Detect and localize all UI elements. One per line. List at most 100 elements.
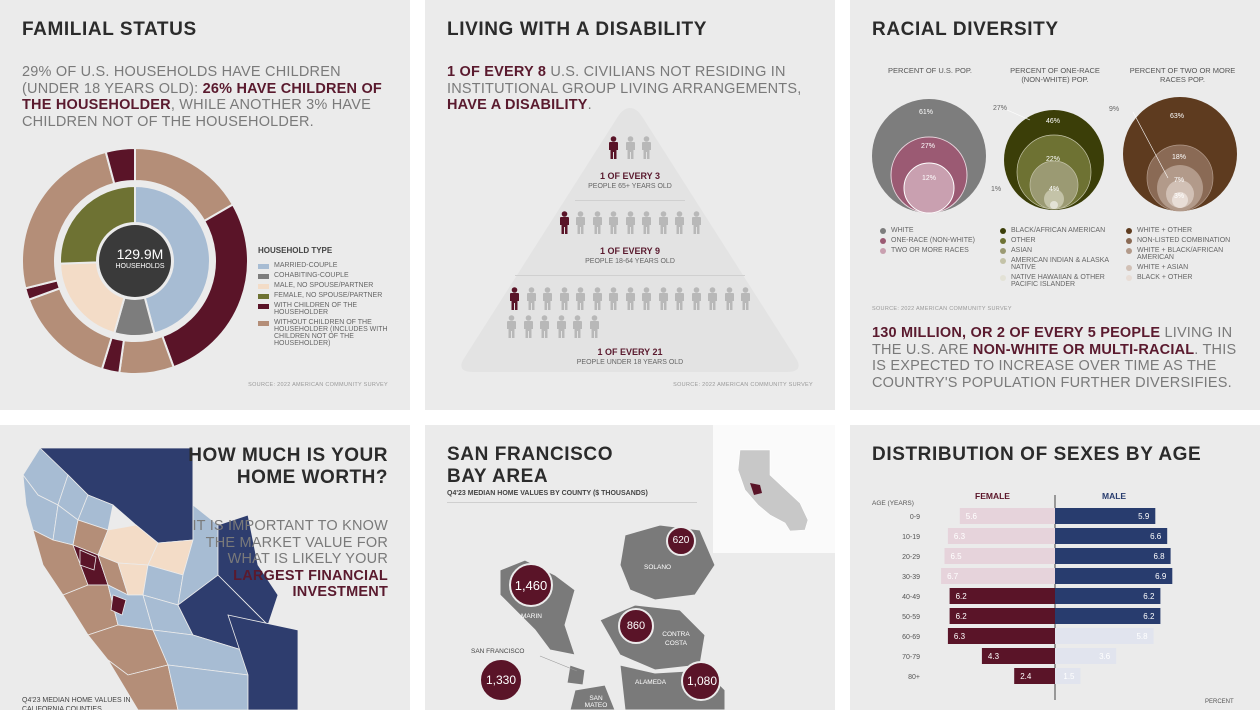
person-icon xyxy=(625,136,636,160)
female-value: 5.6 xyxy=(966,512,978,521)
legend-label: WHITE xyxy=(891,227,914,234)
desc-65plus: PEOPLE 65+ YEARS OLD xyxy=(588,183,672,190)
lead-text: LIVING IN THE U.S. ARE xyxy=(872,325,1233,358)
legend-label: OTHER xyxy=(1011,237,1036,244)
other-pct: 46% xyxy=(1046,118,1061,125)
san-mateo-county xyxy=(569,684,616,710)
male-value: 3.6 xyxy=(1099,652,1111,661)
bay-area-panel: SAN FRANCISCO BAY AREA Q4'23 MEDIAN HOME… xyxy=(425,425,835,710)
person-icon xyxy=(559,211,570,235)
lead-highlight: 26% HAVE CHILDREN OF THE HOUSEHOLDER xyxy=(22,80,382,114)
male-value: 6.9 xyxy=(1155,572,1167,581)
san-francisco-label: SAN FRANCISCO xyxy=(471,648,525,655)
population-pyramid-chart: 0-9 5.6 5.9 10-19 6.3 6.6 20-29 6.5 6.8 30-39 6.7 6… xyxy=(902,495,1173,700)
title-line-2: HOME WORTH? xyxy=(236,467,388,488)
female-bar xyxy=(981,648,1055,664)
solano-marker xyxy=(666,526,696,556)
person-icon xyxy=(674,287,685,311)
legend-swatch xyxy=(880,238,886,244)
outer-segment-7 xyxy=(104,146,136,185)
male-value: 6.6 xyxy=(1150,532,1162,541)
household-legend: MARRIED-COUPLE COHABITING-COUPLE MALE, NO … xyxy=(258,262,393,350)
female-bar xyxy=(1014,668,1055,684)
contra-costa-marker xyxy=(618,608,654,644)
legend-us-pop: WHITE ONE-RACE (NON-WHITE) TWO OR MORE RAC… xyxy=(880,227,1000,257)
legend-swatch xyxy=(1126,265,1132,271)
male-bar xyxy=(1055,568,1173,584)
legend-item: WITHOUT CHILDREN OF THE HOUSEHOLDER (INC… xyxy=(258,319,393,347)
bay-area-county-map xyxy=(479,524,726,710)
marin-marker xyxy=(509,563,553,607)
marin-label: MARIN xyxy=(521,613,542,620)
desc-under18: PEOPLE UNDER 18 YEARS OLD xyxy=(576,359,684,366)
legend-item: MARRIED-COUPLE xyxy=(258,262,393,269)
female-value: 4.3 xyxy=(988,652,1000,661)
person-icon xyxy=(608,136,619,160)
male-bar xyxy=(1055,548,1171,564)
lead-text: . THIS IS EXPECTED TO INCREASE OVER TIME… xyxy=(872,341,1237,391)
san-francisco-value: 1,330 xyxy=(485,673,517,687)
legend-item: WHITE + BLACK/AFRICAN AMERICAN xyxy=(1126,247,1251,261)
source-note: SOURCE: 2022 AMERICAN COMMUNITY SURVEY xyxy=(872,306,1012,312)
age-label: 30-39 xyxy=(902,574,920,581)
legend-swatch xyxy=(1126,238,1132,244)
white-black-pct: 18% xyxy=(1172,154,1187,161)
title-line-1: SAN FRANCISCO xyxy=(447,444,614,465)
disability-panel: LIVING WITH A DISABILITY 1 OF EVERY 8 U.… xyxy=(425,0,835,410)
age-label: 40-49 xyxy=(902,594,920,601)
female-bar xyxy=(941,568,1055,584)
white-asian-pct: 7% xyxy=(1174,177,1185,184)
legend-label: FEMALE, NO SPOUSE/PARTNER xyxy=(274,292,383,299)
legend-label: COHABITING-COUPLE xyxy=(274,272,349,279)
nonlisted-pct: 63% xyxy=(1170,113,1185,120)
lead-highlight: NON-WHITE OR MULTI-RACIAL xyxy=(972,341,1195,358)
person-icon xyxy=(740,287,751,311)
ratio-18-64: 1 OF EVERY 9 xyxy=(599,246,661,256)
us-two-races-pct: 12% xyxy=(922,175,937,182)
home-worth-panel: HOW MUCH IS YOUR HOME WORTH? IT IS IMPOR… xyxy=(0,425,410,710)
callout-line xyxy=(539,655,578,672)
legend-swatch xyxy=(258,264,269,269)
legend-label: WHITE + OTHER xyxy=(1137,227,1193,234)
male-value: 6.2 xyxy=(1143,612,1155,621)
title-line-2: BAY AREA xyxy=(447,466,549,487)
col-header-one-race: PERCENT OF ONE-RACE (NON-WHITE) POP. xyxy=(1010,66,1100,84)
marin-value: 1,460 xyxy=(514,578,548,593)
female-value: 2.4 xyxy=(1020,672,1032,681)
person-icon xyxy=(575,287,586,311)
home-worth-body: IT IS IMPORTANT TO KNOW THE MARKET VALUE… xyxy=(185,518,388,601)
panel-title: LIVING WITH A DISABILITY xyxy=(447,19,707,40)
legend-swatch xyxy=(1126,228,1132,234)
legend-title: HOUSEHOLD TYPE xyxy=(258,246,333,255)
person-icon xyxy=(658,211,669,235)
legend-swatch xyxy=(258,304,269,309)
racial-lead: 130 MILLION, OR 2 OF EVERY 5 PEOPLE LIVI… xyxy=(872,325,1247,391)
black-pct: 27% xyxy=(993,105,1008,112)
legend-swatch xyxy=(258,274,269,279)
legend-label: MALE, NO SPOUSE/PARTNER xyxy=(274,282,374,289)
california-county-map xyxy=(22,447,299,710)
alameda-marker xyxy=(681,661,721,701)
female-bar xyxy=(944,548,1055,564)
familial-status-panel: FAMILIAL STATUS 29% OF U.S. HOUSEHOLDS H… xyxy=(0,0,410,410)
lead-text: 29% OF U.S. HOUSEHOLDS HAVE CHILDREN (UN… xyxy=(22,64,341,97)
map-caption: Q4'23 MEDIAN HOME VALUES IN CALIFORNIA C… xyxy=(22,697,131,710)
native-pct: 4% xyxy=(1049,186,1060,193)
disability-lead: 1 OF EVERY 8 U.S. CIVILIANS NOT RESIDING… xyxy=(447,64,812,114)
legend-item: WHITE + ASIAN xyxy=(1126,264,1251,271)
age-label: 60-69 xyxy=(902,634,920,641)
contra-costa-label: CONTRA COSTA xyxy=(662,631,690,647)
lead-text: , WHILE ANOTHER 3% HAVE CHILDREN NOT OF … xyxy=(22,97,371,130)
lead-highlight: HAVE A DISABILITY xyxy=(447,97,588,113)
asian-pct: 22% xyxy=(1046,156,1061,163)
donut-center xyxy=(99,225,171,297)
female-value: 6.3 xyxy=(954,632,966,641)
person-icon xyxy=(608,287,619,311)
person-icon xyxy=(523,315,534,339)
person-icon xyxy=(608,211,619,235)
age-label: 0-9 xyxy=(910,514,920,521)
person-icon xyxy=(691,211,702,235)
female-bar xyxy=(949,588,1055,604)
legend-swatch xyxy=(1126,248,1132,254)
age-label: 10-19 xyxy=(902,534,920,541)
